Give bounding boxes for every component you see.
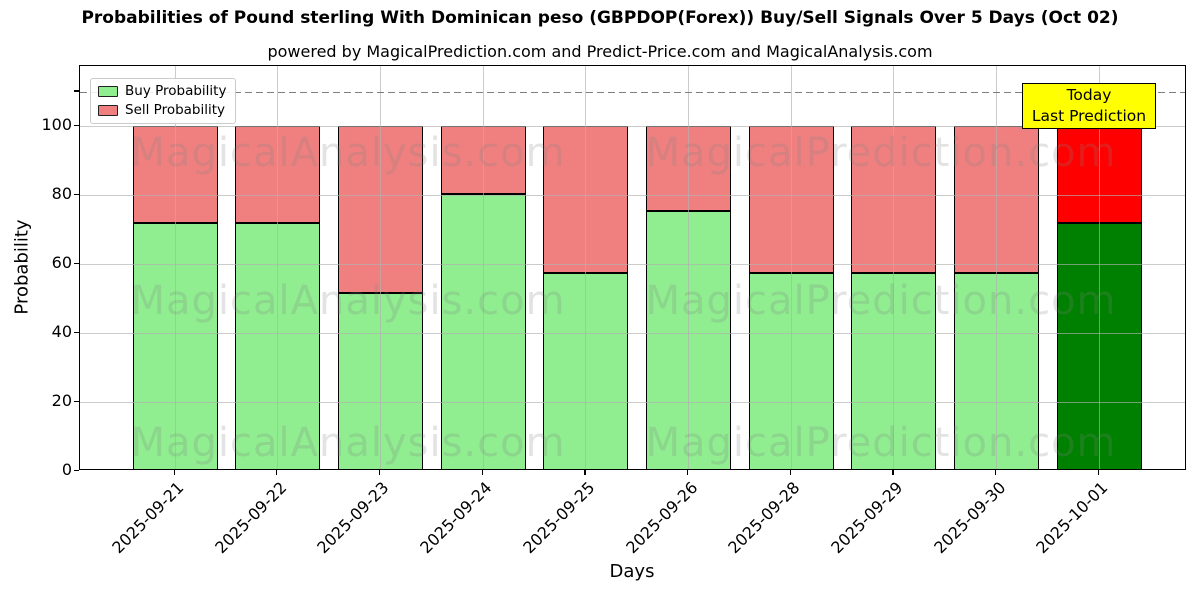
legend-item-buy: Buy Probability xyxy=(98,84,226,99)
y-tick-label: 60 xyxy=(51,253,72,273)
legend-item-sell: Sell Probability xyxy=(98,103,226,118)
chart-subtitle: powered by MagicalPrediction.com and Pre… xyxy=(267,42,933,61)
watermark-text: MagicalPrediction.com xyxy=(645,278,1117,324)
x-tick-label: 2025-09-23 xyxy=(313,478,393,558)
y-tick-mark xyxy=(74,331,79,333)
sell-swatch-icon xyxy=(98,105,118,116)
y-tick-label: 40 xyxy=(51,322,72,342)
y-tick-mark xyxy=(74,193,79,196)
x-tick-label: 2025-09-30 xyxy=(929,478,1010,558)
annotation-line-1: Today xyxy=(1066,86,1112,104)
y-tick-mark xyxy=(74,124,79,127)
x-tick-mark xyxy=(584,470,586,475)
dashed-threshold-line xyxy=(80,91,1185,94)
buy-swatch-icon xyxy=(98,86,118,97)
x-tick-label: 2025-09-29 xyxy=(827,478,907,558)
vertical-gridline xyxy=(1098,66,1100,469)
x-tick-mark xyxy=(687,470,689,475)
watermark-text: MagicalAnalysis.com xyxy=(130,420,566,466)
horizontal-gridline xyxy=(80,401,1185,403)
vertical-gridline xyxy=(482,66,484,469)
x-tick-label: 2025-09-22 xyxy=(210,478,291,558)
vertical-gridline xyxy=(893,66,895,469)
x-tick-mark xyxy=(173,470,175,475)
y-tick-mark xyxy=(74,469,79,471)
x-tick-label: 2025-09-21 xyxy=(108,478,188,558)
horizontal-gridline xyxy=(80,194,1185,196)
horizontal-gridline xyxy=(80,263,1185,265)
x-tick-mark xyxy=(481,470,483,475)
vertical-gridline xyxy=(277,66,279,469)
chart-title: Probabilities of Pound sterling With Dom… xyxy=(81,8,1119,28)
y-tick-mark xyxy=(74,262,79,264)
horizontal-gridline xyxy=(80,125,1185,127)
x-axis-label: Days xyxy=(609,561,655,582)
x-tick-mark xyxy=(276,470,278,475)
annotation-line-2: Last Prediction xyxy=(1031,107,1147,125)
y-tick-label: 80 xyxy=(51,184,72,204)
horizontal-gridline xyxy=(80,332,1185,334)
x-tick-mark xyxy=(378,470,381,475)
x-tick-label: 2025-09-25 xyxy=(519,478,599,558)
x-tick-mark xyxy=(1097,470,1100,475)
x-tick-mark xyxy=(789,470,791,475)
y-tick-mark xyxy=(74,400,79,402)
x-tick-mark xyxy=(892,470,894,475)
x-tick-mark xyxy=(995,470,997,475)
y-tick-label: 0 xyxy=(61,460,72,479)
watermark-text: MagicalPrediction.com xyxy=(645,420,1117,466)
y-tick-label: 20 xyxy=(51,391,72,411)
vertical-gridline xyxy=(174,66,176,469)
x-tick-label: 2025-09-24 xyxy=(416,478,496,558)
y-tick-mark xyxy=(74,90,79,92)
vertical-gridline xyxy=(585,66,587,469)
vertical-gridline xyxy=(379,66,381,469)
legend-label-buy: Buy Probability xyxy=(125,83,227,99)
x-tick-label: 2025-09-28 xyxy=(724,478,804,558)
watermark-text: MagicalAnalysis.com xyxy=(130,130,566,176)
vertical-gridline xyxy=(996,66,998,469)
watermark-text: MagicalAnalysis.com xyxy=(130,278,566,324)
today-annotation-box: Today Last Prediction xyxy=(1022,83,1156,129)
legend: Buy Probability Sell Probability xyxy=(90,78,237,124)
y-tick-label: 100 xyxy=(41,115,72,135)
vertical-gridline xyxy=(790,66,792,469)
plot-area: MagicalAnalysis.com MagicalPrediction.com… xyxy=(79,65,1186,470)
legend-label-sell: Sell Probability xyxy=(125,102,226,118)
x-tick-label: 2025-10-01 xyxy=(1032,478,1112,558)
watermark-text: MagicalPrediction.com xyxy=(645,130,1117,176)
vertical-gridline xyxy=(688,66,689,469)
